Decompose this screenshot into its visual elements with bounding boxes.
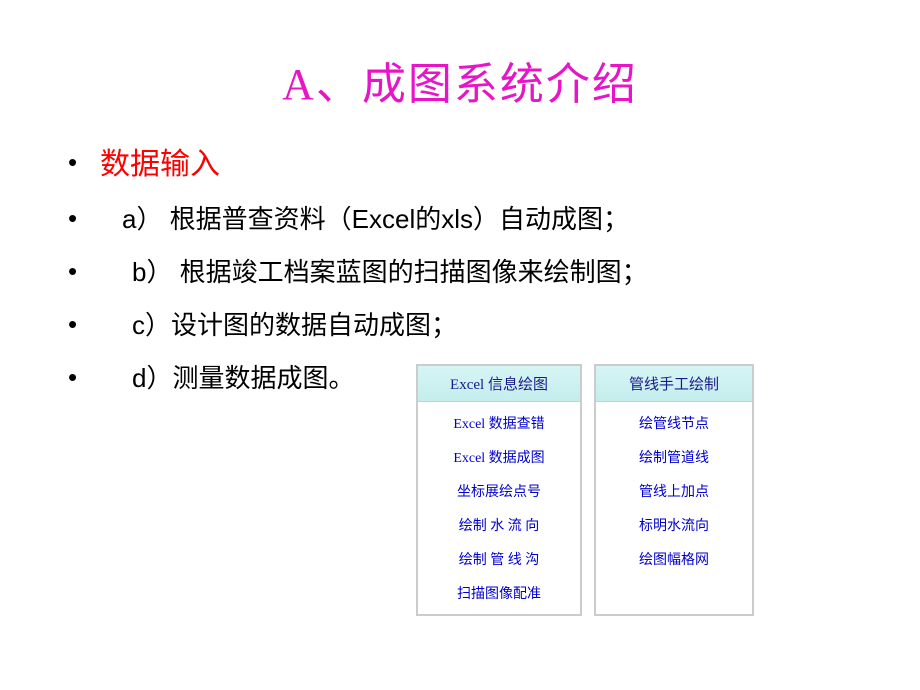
- menu-item[interactable]: 绘制 水 流 向: [418, 508, 580, 542]
- menu-item[interactable]: Excel 数据成图: [418, 440, 580, 474]
- slide-container: A、成图系统介绍 • 数据输入 • a） 根据普查资料（Excel的xls）自动…: [0, 0, 920, 690]
- item-text-b: b） 根据竣工档案蓝图的扫描图像来绘制图；: [100, 253, 648, 292]
- menu-item[interactable]: 绘制管道线: [596, 440, 752, 474]
- panel-header-excel: Excel 信息绘图: [418, 366, 580, 402]
- menu-panels: Excel 信息绘图 Excel 数据查错 Excel 数据成图 坐标展绘点号 …: [416, 364, 754, 616]
- item-text-a: a） 根据普查资料（Excel的xls）自动成图；: [100, 200, 629, 239]
- content-area: • 数据输入 • a） 根据普查资料（Excel的xls）自动成图； • b） …: [0, 112, 920, 398]
- menu-item[interactable]: 管线上加点: [596, 474, 752, 508]
- panel-items-excel: Excel 数据查错 Excel 数据成图 坐标展绘点号 绘制 水 流 向 绘制…: [418, 402, 580, 614]
- item-row-a: • a） 根据普查资料（Excel的xls）自动成图；: [68, 200, 852, 239]
- menu-item[interactable]: 标明水流向: [596, 508, 752, 542]
- bullet-icon: •: [68, 306, 82, 342]
- slide-title: A、成图系统介绍: [0, 0, 920, 112]
- bullet-icon: •: [68, 144, 82, 180]
- panel-header-manual: 管线手工绘制: [596, 366, 752, 402]
- panel-manual: 管线手工绘制 绘管线节点 绘制管道线 管线上加点 标明水流向 绘图幅格网: [594, 364, 754, 616]
- panel-excel: Excel 信息绘图 Excel 数据查错 Excel 数据成图 坐标展绘点号 …: [416, 364, 582, 616]
- panel-items-manual: 绘管线节点 绘制管道线 管线上加点 标明水流向 绘图幅格网: [596, 402, 752, 580]
- menu-item[interactable]: 绘管线节点: [596, 406, 752, 440]
- item-text-c: c）设计图的数据自动成图；: [100, 306, 457, 345]
- item-text-d: d）测量数据成图。: [100, 359, 354, 398]
- item-row-c: • c）设计图的数据自动成图；: [68, 306, 852, 345]
- menu-item[interactable]: 绘制 管 线 沟: [418, 542, 580, 576]
- item-row-b: • b） 根据竣工档案蓝图的扫描图像来绘制图；: [68, 253, 852, 292]
- bullet-icon: •: [68, 200, 82, 236]
- subtitle-text: 数据输入: [100, 144, 220, 186]
- menu-item[interactable]: 扫描图像配准: [418, 576, 580, 610]
- menu-item[interactable]: 坐标展绘点号: [418, 474, 580, 508]
- menu-item[interactable]: 绘图幅格网: [596, 542, 752, 576]
- bullet-icon: •: [68, 253, 82, 289]
- menu-item[interactable]: Excel 数据查错: [418, 406, 580, 440]
- bullet-icon: •: [68, 359, 82, 395]
- subtitle-row: • 数据输入: [68, 144, 852, 186]
